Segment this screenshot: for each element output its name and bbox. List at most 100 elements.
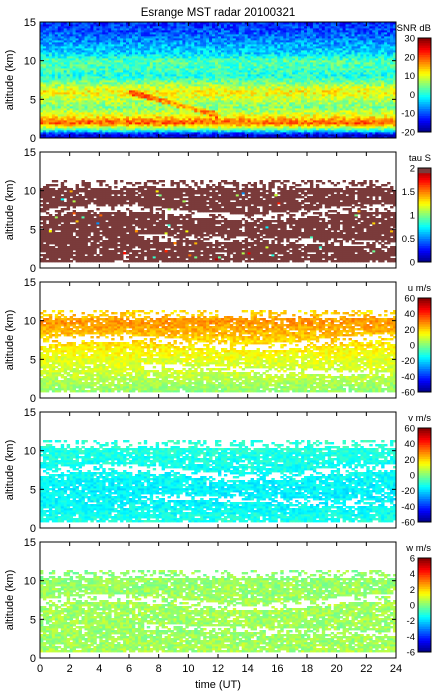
heatmap-cell: [90, 42, 94, 45]
heatmap-cell: [96, 126, 100, 129]
heatmap-cell: [96, 62, 100, 65]
heatmap-cell: [96, 66, 100, 69]
heatmap-cell: [78, 46, 82, 49]
heatmap-cell: [81, 50, 85, 53]
heatmap-cell: [60, 86, 65, 89]
heatmap-cell: [99, 68, 103, 71]
heatmap-cell: [96, 28, 100, 31]
heatmap-cell: [87, 98, 91, 101]
heatmap-cell: [96, 26, 100, 29]
heatmap-cell: [57, 100, 62, 103]
heatmap-cell: [42, 48, 47, 51]
heatmap-cell: [72, 64, 76, 67]
heatmap-cell: [42, 56, 47, 59]
heatmap-cell: [57, 110, 62, 113]
heatmap-cell: [69, 74, 74, 77]
heatmap-cell: [81, 28, 85, 31]
heatmap-cell: [81, 82, 85, 85]
heatmap-cell: [90, 124, 94, 127]
heatmap-cell: [51, 130, 56, 133]
heatmap-cell: [84, 126, 88, 129]
heatmap-cell: [54, 132, 59, 135]
heatmap-cell: [40, 48, 44, 51]
heatmap-cell: [54, 82, 59, 85]
heatmap-cell: [57, 88, 62, 91]
heatmap-cell: [90, 76, 94, 79]
heatmap-cell: [87, 130, 91, 133]
heatmap-cell: [42, 40, 47, 43]
heatmap-cell: [84, 98, 88, 101]
heatmap-cell: [75, 120, 79, 123]
heatmap-cell: [69, 62, 74, 65]
heatmap-cell: [63, 134, 68, 137]
heatmap-cell: [93, 76, 97, 79]
heatmap-cell: [40, 110, 44, 113]
heatmap-cell: [45, 94, 50, 97]
heatmap-cell: [40, 46, 44, 49]
heatmap-cell: [54, 136, 59, 139]
heatmap-cell: [51, 60, 56, 63]
heatmap-cell: [48, 46, 53, 49]
heatmap-cell: [90, 38, 94, 41]
heatmap-cell: [99, 120, 103, 123]
heatmap-cell: [45, 88, 50, 91]
heatmap-cell: [66, 44, 71, 47]
heatmap-cell: [90, 66, 94, 69]
heatmap-cell: [69, 128, 74, 131]
heatmap-cell: [66, 58, 71, 61]
heatmap-cell: [57, 38, 62, 41]
heatmap-cell: [66, 46, 71, 49]
heatmap-cell: [42, 38, 47, 41]
heatmap-cell: [99, 72, 103, 75]
heatmap-cell: [54, 104, 59, 107]
heatmap-cell: [78, 84, 82, 87]
heatmap-cell: [78, 86, 82, 89]
heatmap-cell: [102, 82, 106, 85]
heatmap-cell: [42, 122, 47, 125]
heatmap-cell: [45, 70, 50, 73]
heatmap-cell: [51, 54, 56, 57]
heatmap-cell: [57, 74, 62, 77]
heatmap-cell: [69, 106, 74, 109]
heatmap-cell: [54, 108, 59, 111]
heatmap-cell: [69, 72, 74, 75]
heatmap-cell: [72, 68, 76, 71]
heatmap-cell: [54, 88, 59, 91]
heatmap-cell: [102, 126, 106, 129]
heatmap-cell: [66, 116, 71, 119]
heatmap-cell: [69, 64, 74, 67]
heatmap-cell: [40, 104, 44, 107]
heatmap-cell: [72, 106, 76, 109]
heatmap-cell: [99, 78, 103, 81]
heatmap-cell: [75, 32, 79, 35]
heatmap-cell: [81, 68, 85, 71]
heatmap-cell: [75, 54, 79, 57]
heatmap-cell: [57, 94, 62, 97]
heatmap-cell: [72, 78, 76, 81]
heatmap-cell: [54, 116, 59, 119]
heatmap-cell: [87, 104, 91, 107]
heatmap-cell: [63, 24, 68, 27]
heatmap-cell: [72, 60, 76, 63]
heatmap-cell: [51, 82, 56, 85]
heatmap-cell: [48, 108, 53, 111]
heatmap-cell: [87, 48, 91, 51]
heatmap-cell: [63, 108, 68, 111]
heatmap-cell: [45, 38, 50, 41]
heatmap-cell: [96, 56, 100, 59]
heatmap-cell: [57, 128, 62, 131]
heatmap-cell: [72, 66, 76, 69]
heatmap-cell: [54, 122, 59, 125]
heatmap-cell: [78, 124, 82, 127]
heatmap-cell: [93, 92, 97, 95]
heatmap-cell: [90, 110, 94, 113]
heatmap-cell: [84, 68, 88, 71]
heatmap-cell: [84, 118, 88, 121]
heatmap-cell: [69, 58, 74, 61]
heatmap-cell: [48, 126, 53, 129]
heatmap-cell: [99, 76, 103, 79]
heatmap-cell: [81, 110, 85, 113]
heatmap-cell: [99, 92, 103, 95]
heatmap-cell: [45, 58, 50, 61]
